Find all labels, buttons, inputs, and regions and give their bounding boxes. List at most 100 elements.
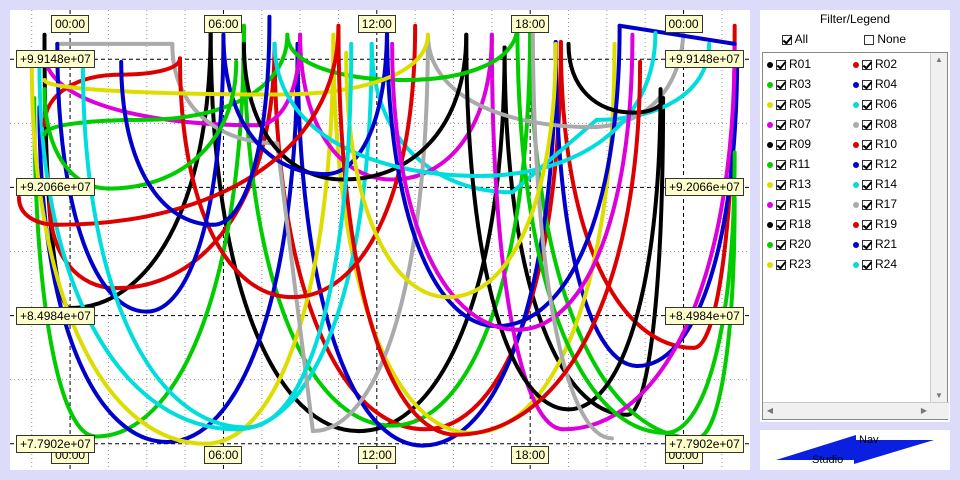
legend-item-r19[interactable]: R19	[853, 215, 897, 233]
legend-checkbox[interactable]	[776, 179, 786, 190]
x-tick-label-top: 18:00	[511, 15, 550, 33]
series-line-r02	[558, 40, 696, 350]
nav-studio-logo[interactable]: Nav Studio	[760, 430, 950, 470]
legend-color-dot-icon	[853, 121, 859, 128]
legend-item-r08[interactable]: R08	[853, 115, 897, 133]
none-toggle[interactable]: None	[864, 32, 906, 46]
legend-item-r18[interactable]: R18	[767, 215, 811, 233]
plot-canvas[interactable]	[10, 10, 750, 470]
legend-item-r20[interactable]: R20	[767, 235, 811, 253]
legend-checkbox[interactable]	[862, 259, 872, 270]
none-checkbox[interactable]	[864, 34, 874, 45]
legend-checkbox[interactable]	[862, 199, 872, 210]
scroll-left-icon[interactable]: ◀	[763, 404, 777, 418]
series-line-r21	[211, 14, 272, 227]
legend-color-dot-icon	[853, 201, 859, 208]
y-tick-label-right: +7.7902e+07	[665, 434, 744, 453]
legend-checkbox[interactable]	[776, 79, 786, 90]
legend-item-r07[interactable]: R07	[767, 115, 811, 133]
y-tick-label-right: +9.2066e+07	[665, 178, 744, 197]
series-line-r12	[617, 23, 737, 46]
legend-checkbox[interactable]	[776, 239, 786, 250]
legend-item-r09[interactable]: R09	[767, 135, 811, 153]
legend-checkbox[interactable]	[776, 99, 786, 110]
legend-checkbox[interactable]	[862, 79, 872, 90]
series-line-r01	[502, 45, 630, 417]
legend-item-label: R17	[875, 197, 898, 211]
legend-item-r04[interactable]: R04	[853, 75, 897, 93]
y-tick-label-left: +8.4984e+07	[16, 306, 95, 325]
vertical-scrollbar[interactable]: ▲ ▼	[930, 53, 947, 403]
series-line-r10	[290, 23, 418, 300]
x-tick-label-bottom: 12:00	[357, 446, 396, 464]
legend-item-r21[interactable]: R21	[853, 235, 897, 253]
legend-item-label: R13	[789, 177, 812, 191]
scroll-up-icon[interactable]: ▲	[932, 53, 946, 67]
x-tick-label-bottom: 18:00	[511, 446, 550, 464]
y-tick-label-left: +9.9148e+07	[16, 50, 95, 69]
legend-checkbox[interactable]	[776, 159, 786, 170]
legend-checkbox[interactable]	[776, 199, 786, 210]
legend-checkbox[interactable]	[776, 139, 786, 150]
legend-checkbox[interactable]	[862, 59, 872, 70]
legend-item-label: R24	[875, 257, 898, 271]
legend-color-dot-icon	[767, 201, 773, 208]
filter-legend-panel: Filter/Legend All None R01 R02 R03 R04 R05 R0…	[760, 10, 950, 422]
legend-item-r13[interactable]: R13	[767, 175, 811, 193]
legend-checkbox[interactable]	[862, 119, 872, 130]
legend-item-r17[interactable]: R17	[853, 195, 897, 213]
series-line-r15	[515, 32, 635, 332]
series-line-r18	[630, 96, 666, 115]
legend-checkbox[interactable]	[862, 239, 872, 250]
legend-item-r24[interactable]: R24	[853, 255, 897, 273]
scroll-down-icon[interactable]: ▼	[932, 389, 946, 403]
legend-item-r01[interactable]: R01	[767, 55, 811, 73]
legend-checkbox[interactable]	[862, 219, 872, 230]
series-line-r12	[144, 32, 226, 314]
sky-plot[interactable]: 00:00 00:00 06:00 06:00 12:00 12:00 18:00 18:00…	[10, 10, 750, 470]
series-line-r19	[336, 23, 459, 437]
series-line-r11	[402, 23, 520, 83]
legend-checkbox[interactable]	[776, 219, 786, 230]
series-line-r10	[177, 56, 295, 300]
nav-logo-icon	[776, 435, 934, 464]
legend-item-r11[interactable]: R11	[767, 155, 810, 173]
studio-label: Studio	[812, 454, 844, 466]
legend-item-r10[interactable]: R10	[853, 135, 897, 153]
legend-item-r12[interactable]: R12	[853, 155, 897, 173]
y-tick-label-right: +8.4984e+07	[665, 306, 744, 325]
scroll-right-icon[interactable]: ▶	[917, 404, 931, 418]
series-line-r23	[446, 41, 558, 300]
x-tick-label-top: 06:00	[204, 15, 243, 33]
legend-checkbox[interactable]	[776, 259, 786, 270]
legend-item-r14[interactable]: R14	[853, 175, 897, 193]
legend-color-dot-icon	[767, 161, 773, 168]
series-line-r05	[331, 32, 474, 435]
legend-item-r15[interactable]: R15	[767, 195, 811, 213]
legend-checkbox[interactable]	[862, 139, 872, 150]
legend-checkbox[interactable]	[862, 159, 872, 170]
legend-item-label: R08	[875, 117, 898, 131]
legend-item-r03[interactable]: R03	[767, 75, 811, 93]
legend-item-r06[interactable]: R06	[853, 95, 897, 113]
legend-item-label: R11	[789, 157, 811, 171]
legend-item-label: R09	[789, 137, 812, 151]
legend-item-r05[interactable]: R05	[767, 95, 811, 113]
series-line-r09	[464, 32, 571, 412]
horizontal-scrollbar[interactable]: ◀ ▶	[763, 402, 949, 419]
legend-item-r02[interactable]: R02	[853, 55, 897, 73]
legend-checkbox[interactable]	[862, 99, 872, 110]
legend-list[interactable]: R01 R02 R03 R04 R05 R06 R07 R08 R09 R10 R11 R12 R13 R…	[762, 52, 949, 420]
series-line-r05	[29, 59, 208, 446]
legend-checkbox[interactable]	[862, 179, 872, 190]
series-line-r09	[241, 41, 346, 182]
series-line-r12	[494, 23, 622, 329]
series-line-r01	[208, 27, 361, 434]
legend-checkbox[interactable]	[776, 59, 786, 70]
all-checkbox[interactable]	[782, 34, 792, 45]
legend-color-dot-icon	[767, 81, 773, 88]
legend-checkbox[interactable]	[776, 119, 786, 130]
all-toggle[interactable]: All	[782, 32, 808, 46]
legend-color-dot-icon	[853, 261, 859, 268]
legend-item-r23[interactable]: R23	[767, 255, 811, 273]
